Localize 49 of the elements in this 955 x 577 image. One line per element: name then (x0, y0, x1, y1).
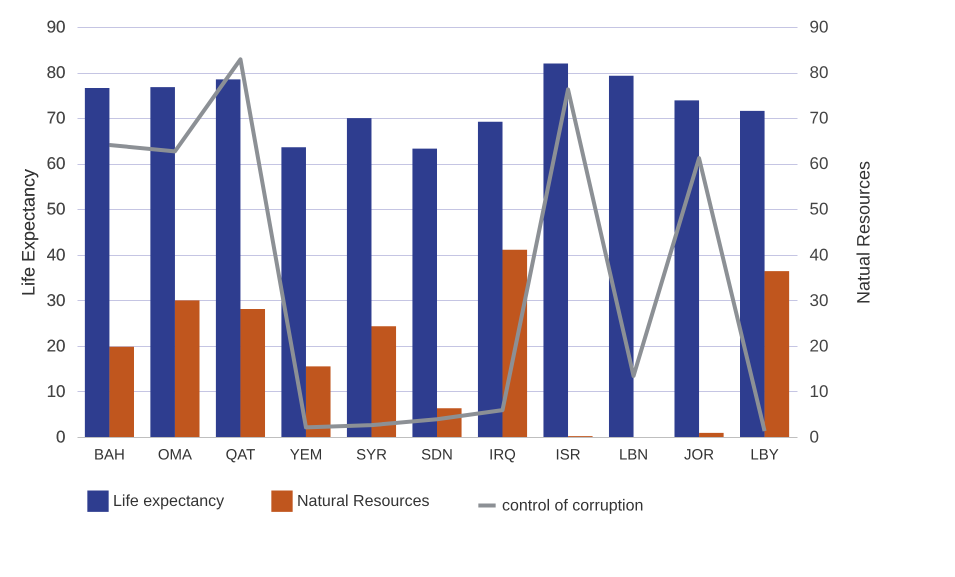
x-tick-label: LBY (750, 446, 779, 464)
x-tick-label: SYR (356, 446, 388, 464)
y2-tick-label: 40 (810, 245, 828, 264)
y-tick-label: 50 (46, 200, 66, 219)
bar (608, 76, 634, 437)
bar (306, 366, 331, 437)
x-tick-label: LBN (618, 446, 648, 464)
y2-tick-label: 90 (810, 18, 828, 36)
y-tick-label: 80 (46, 63, 66, 82)
y-tick-label: 90 (46, 18, 66, 36)
y2-tick-label: 60 (810, 154, 828, 174)
y2-tick-label: 30 (810, 290, 828, 310)
bar (346, 118, 372, 437)
line-series (107, 57, 767, 434)
y2-tick-label: 0 (810, 428, 819, 446)
bar (674, 100, 700, 437)
y2-axis-title: Natual Resources (853, 160, 874, 304)
x-tick-label: BAH (94, 446, 125, 464)
y2-tick-label: 20 (810, 336, 828, 356)
y-axis-title: Life Expectancy (18, 168, 39, 296)
bar (84, 88, 110, 437)
x-tick-label: SDN (421, 446, 453, 464)
x-tick-label: YEM (290, 446, 322, 464)
y-tick-label: 40 (46, 245, 66, 264)
y-tick-label: 60 (46, 154, 66, 174)
y2-tick-label: 70 (810, 108, 828, 128)
bar (699, 432, 724, 437)
legend-label: Life expectancy (113, 493, 224, 510)
legend-label: Natural Resources (297, 493, 430, 510)
y2-tick-label: 10 (810, 382, 828, 401)
y2-tick-label: 50 (810, 200, 828, 219)
legend-label: control of corruption (502, 498, 644, 514)
bar (543, 63, 568, 437)
y-tick-label: 0 (56, 428, 66, 446)
y-tick-label: 10 (46, 382, 66, 401)
y-tick-label: 20 (46, 336, 66, 356)
y-tick-label: 30 (46, 290, 66, 310)
x-tick-label: OMA (158, 446, 192, 464)
x-tick-label: IRQ (489, 446, 516, 464)
bar (216, 79, 240, 437)
bar (150, 87, 175, 437)
y-tick-label: 70 (46, 108, 66, 128)
bar (109, 346, 134, 437)
x-tick-label: QAT (226, 446, 256, 464)
bar (412, 148, 437, 437)
bar (281, 147, 306, 437)
x-tick-label: ISR (556, 446, 581, 464)
y2-tick-label: 80 (810, 63, 828, 82)
x-tick-label: JOR (684, 446, 714, 464)
